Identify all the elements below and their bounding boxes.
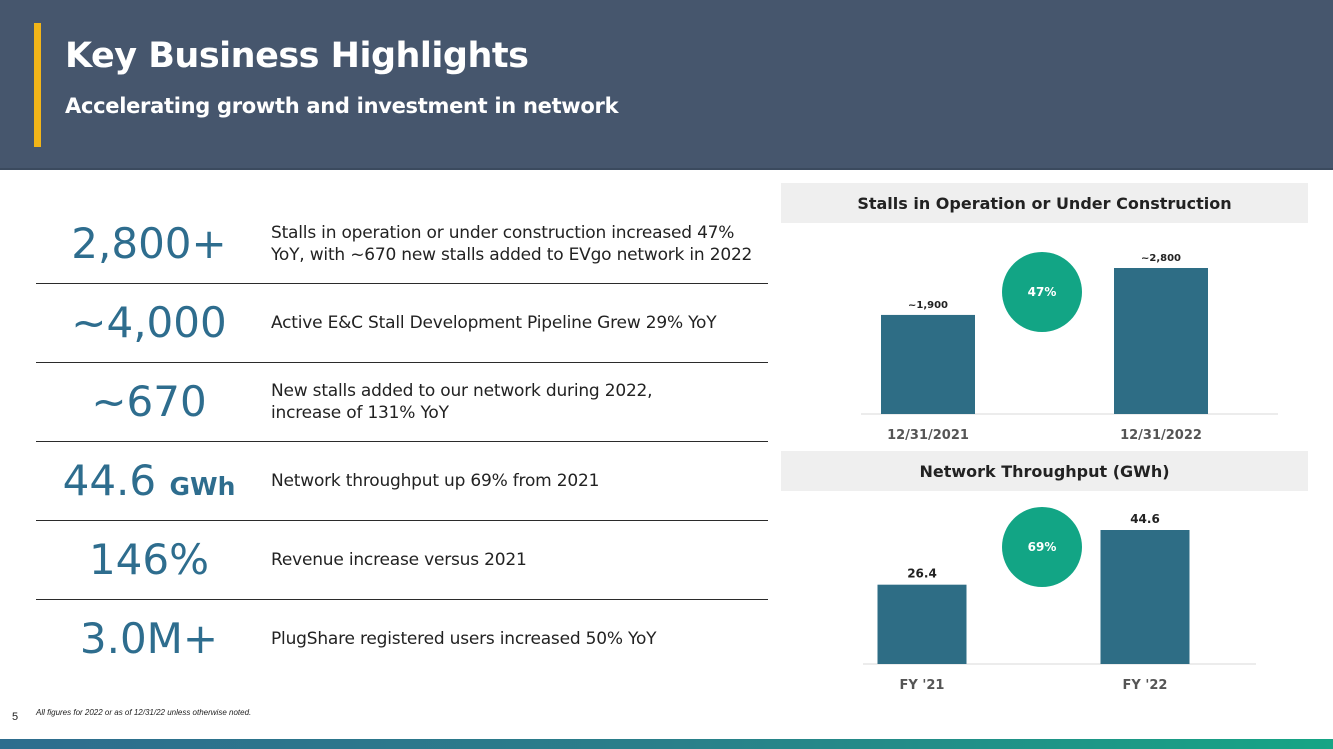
page-subtitle: Accelerating growth and investment in ne…	[65, 94, 619, 118]
metric-description: Stalls in operation or under constructio…	[271, 223, 753, 265]
category-label: FY '21	[900, 678, 945, 693]
growth-badge	[1002, 507, 1082, 587]
chart-title-stalls: Stalls in Operation or Under Constructio…	[781, 183, 1308, 223]
category-label: FY '22	[1123, 678, 1168, 693]
bottom-gradient-bar	[0, 739, 1333, 749]
growth-badge	[1002, 252, 1082, 332]
bar	[1114, 268, 1208, 414]
metric-value: 3.0M+	[79, 614, 219, 663]
data-label: 44.6	[1130, 512, 1160, 526]
metric-unit: GWh	[169, 472, 236, 501]
metric-value: 2,800+	[71, 219, 227, 268]
data-label: 26.4	[907, 567, 937, 581]
throughput-bar-chart: 26.4 FY '21 44.6 FY '22 69%	[863, 507, 1256, 693]
metric-description: New stalls added to our network during 2…	[271, 381, 653, 423]
data-label: ~1,900	[908, 300, 948, 311]
metric-row: 3.0M+ PlugShare registered users increas…	[36, 600, 768, 678]
metric-value: 44.6 GWh	[62, 456, 236, 505]
data-label: ~2,800	[1141, 253, 1181, 264]
metric-row: ~670 New stalls added to our network dur…	[36, 363, 768, 442]
accent-bar	[34, 23, 41, 147]
chart-title-throughput: Network Throughput (GWh)	[781, 451, 1308, 491]
metric-description: PlugShare registered users increased 50%…	[271, 629, 657, 649]
category-label: 12/31/2022	[1120, 428, 1202, 443]
metric-description: Network throughput up 69% from 2021	[271, 471, 600, 491]
metric-row: 2,800+ Stalls in operation or under cons…	[36, 205, 768, 284]
bar	[877, 584, 967, 664]
metric-row: 146% Revenue increase versus 2021	[36, 521, 768, 600]
bar	[1100, 530, 1190, 664]
metric-row: 44.6 GWh Network throughput up 69% from …	[36, 442, 768, 521]
metric-description: Revenue increase versus 2021	[271, 550, 527, 570]
growth-badge-label: 69%	[1028, 540, 1057, 554]
metric-value: ~670	[91, 377, 207, 426]
header-banner: Key Business Highlights Accelerating gro…	[0, 0, 1333, 170]
metric-row: ~4,000 Active E&C Stall Development Pipe…	[36, 284, 768, 363]
footnote: All figures for 2022 or as of 12/31/22 u…	[36, 708, 252, 717]
page-title: Key Business Highlights	[65, 36, 529, 76]
metric-description: Active E&C Stall Development Pipeline Gr…	[271, 313, 717, 333]
metric-value: 146%	[88, 535, 210, 584]
bar	[881, 314, 975, 414]
page-number: 5	[12, 711, 19, 723]
growth-badge-label: 47%	[1028, 285, 1057, 299]
stalls-bar-chart: ~1,900 12/31/2021 ~2,800 12/31/2022 47%	[861, 252, 1278, 443]
category-label: 12/31/2021	[887, 428, 969, 443]
metric-value: ~4,000	[71, 298, 227, 347]
